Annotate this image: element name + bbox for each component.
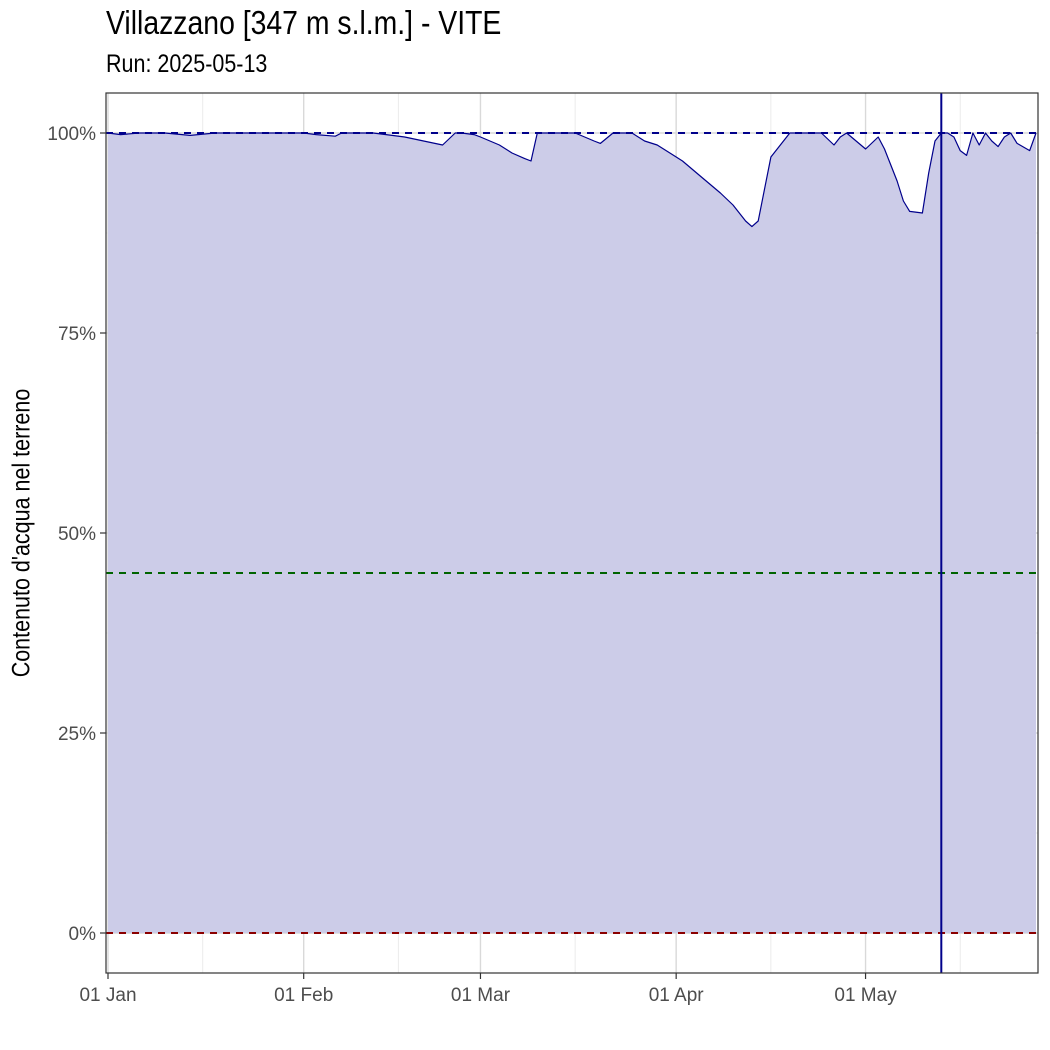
y-tick-label: 100% (47, 124, 96, 145)
x-tick-label: 01 May (834, 985, 897, 1006)
y-tick-label: 50% (58, 524, 96, 545)
y-axis: 0% 25% 50% 75% 100% (47, 124, 106, 945)
x-tick-label: 01 Feb (274, 985, 333, 1006)
chart-subtitle: Run: 2025-05-13 (106, 50, 268, 78)
y-tick-label: 25% (58, 724, 96, 745)
x-tick-label: 01 Apr (649, 985, 705, 1006)
chart-title: Villazzano [347 m s.l.m.] - VITE (106, 4, 502, 41)
x-tick-label: 01 Mar (451, 985, 511, 1006)
y-tick-label: 75% (58, 324, 96, 345)
x-tick-label: 01 Jan (79, 985, 136, 1006)
water-content-area (108, 133, 1036, 933)
x-axis: 01 Jan 01 Feb 01 Mar 01 Apr 01 May (79, 973, 897, 1006)
y-tick-label: 0% (69, 924, 97, 945)
area-layer (107, 132, 1037, 933)
